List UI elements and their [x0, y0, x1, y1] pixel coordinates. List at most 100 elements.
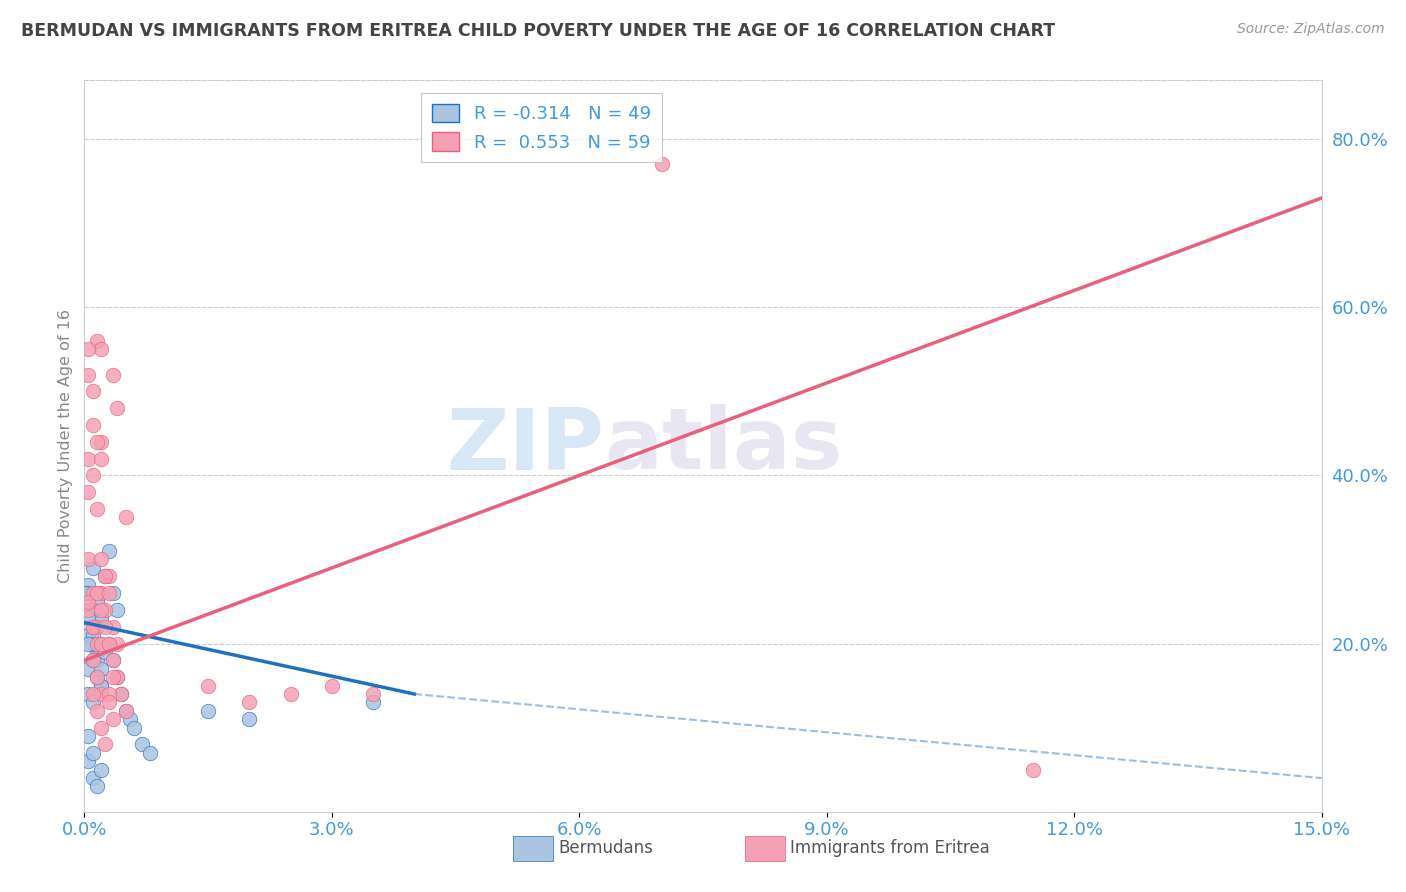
Point — [82, 771, 104, 785]
Point — [73, 586, 96, 600]
Point — [86, 670, 108, 684]
Legend: R = -0.314   N = 49, R =  0.553   N = 59: R = -0.314 N = 49, R = 0.553 N = 59 — [422, 93, 662, 162]
Point — [86, 586, 108, 600]
Point — [82, 468, 104, 483]
Point — [90, 679, 112, 693]
Point — [110, 687, 132, 701]
Point — [77, 603, 100, 617]
Point — [82, 653, 104, 667]
Point — [103, 653, 125, 667]
Point — [82, 620, 104, 634]
Point — [105, 670, 128, 684]
Point — [103, 653, 125, 667]
Point — [98, 569, 121, 583]
Point — [94, 569, 117, 583]
Point — [86, 594, 108, 608]
Point — [77, 628, 100, 642]
Point — [90, 586, 112, 600]
Point — [82, 603, 104, 617]
Point — [86, 586, 108, 600]
Point — [103, 368, 125, 382]
Point — [77, 594, 100, 608]
Point — [94, 569, 117, 583]
Point — [90, 636, 112, 650]
Point — [90, 763, 112, 777]
Point — [77, 451, 100, 466]
Point — [122, 721, 145, 735]
Point — [86, 636, 108, 650]
Point — [651, 157, 673, 171]
Point — [103, 670, 125, 684]
Point — [361, 687, 384, 701]
Text: Source: ZipAtlas.com: Source: ZipAtlas.com — [1237, 22, 1385, 37]
Point — [86, 434, 108, 449]
Point — [82, 628, 104, 642]
Point — [82, 384, 104, 399]
Point — [77, 485, 100, 500]
Point — [103, 620, 125, 634]
Point — [77, 368, 100, 382]
Point — [77, 687, 100, 701]
Point — [118, 712, 141, 726]
Point — [139, 746, 162, 760]
Point — [90, 552, 112, 566]
Text: atlas: atlas — [605, 404, 842, 488]
Point — [105, 636, 128, 650]
Point — [90, 679, 112, 693]
Point — [103, 586, 125, 600]
Point — [105, 670, 128, 684]
Point — [86, 653, 108, 667]
Point — [90, 721, 112, 735]
Point — [86, 645, 108, 659]
Point — [238, 712, 260, 726]
Point — [82, 636, 104, 650]
Point — [105, 603, 128, 617]
Point — [361, 695, 384, 709]
Point — [131, 738, 153, 752]
Point — [82, 561, 104, 575]
Point — [86, 780, 108, 794]
Point — [90, 434, 112, 449]
Point — [98, 544, 121, 558]
Point — [197, 704, 219, 718]
Point — [90, 662, 112, 676]
Point — [82, 620, 104, 634]
Point — [90, 636, 112, 650]
Point — [90, 611, 112, 625]
Point — [98, 586, 121, 600]
Point — [82, 417, 104, 432]
Point — [82, 620, 104, 634]
Point — [82, 653, 104, 667]
Point — [280, 687, 302, 701]
Point — [103, 712, 125, 726]
Text: BERMUDAN VS IMMIGRANTS FROM ERITREA CHILD POVERTY UNDER THE AGE OF 16 CORRELATIO: BERMUDAN VS IMMIGRANTS FROM ERITREA CHIL… — [21, 22, 1056, 40]
Point — [82, 586, 104, 600]
Y-axis label: Child Poverty Under the Age of 16: Child Poverty Under the Age of 16 — [58, 309, 73, 583]
Text: Bermudans: Bermudans — [558, 839, 652, 857]
Point — [94, 603, 117, 617]
Point — [1022, 763, 1045, 777]
Point — [197, 679, 219, 693]
Point — [238, 695, 260, 709]
Point — [77, 578, 100, 592]
Point — [94, 620, 117, 634]
Point — [82, 687, 104, 701]
Point — [82, 746, 104, 760]
Point — [98, 687, 121, 701]
Point — [86, 334, 108, 348]
Point — [110, 687, 132, 701]
Point — [98, 695, 121, 709]
Text: Immigrants from Eritrea: Immigrants from Eritrea — [790, 839, 990, 857]
Point — [86, 636, 108, 650]
Point — [77, 662, 100, 676]
Point — [77, 754, 100, 768]
Point — [86, 502, 108, 516]
Point — [114, 704, 136, 718]
Point — [77, 729, 100, 743]
Point — [77, 636, 100, 650]
Point — [82, 695, 104, 709]
Point — [90, 603, 112, 617]
Point — [94, 645, 117, 659]
Point — [321, 679, 343, 693]
Point — [77, 343, 100, 357]
